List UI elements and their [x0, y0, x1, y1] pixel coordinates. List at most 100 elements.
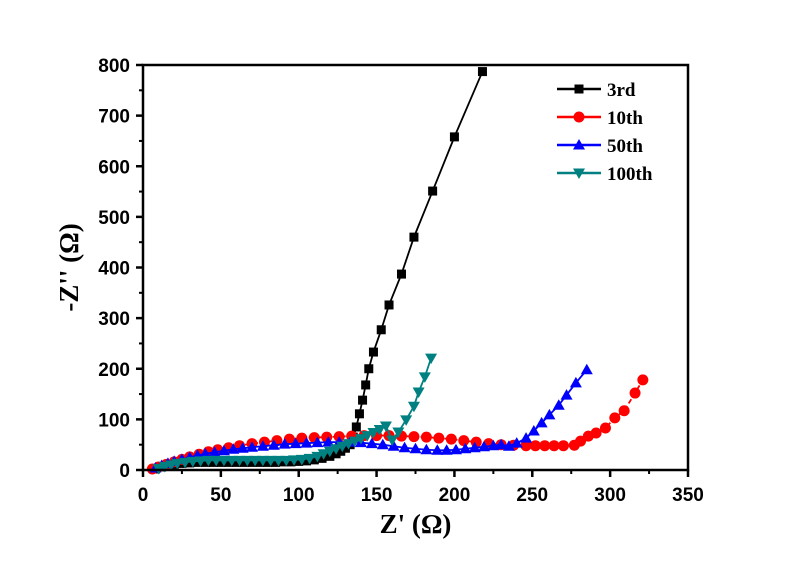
y-tick-label: 0 [119, 461, 130, 482]
data-point [280, 455, 293, 467]
data-point [224, 457, 234, 467]
legend-item: 10th [557, 108, 643, 129]
data-point [233, 455, 246, 467]
data-point [200, 457, 210, 467]
data-point [502, 440, 515, 451]
data-point [386, 435, 399, 447]
legend-label: 3rd [607, 80, 636, 101]
data-point [351, 422, 361, 432]
x-tick-label: 300 [594, 485, 626, 506]
data-point [270, 457, 280, 467]
legend-item: 50th [557, 136, 643, 157]
series-3rd [150, 67, 487, 474]
legend: 3rd 10th 50th 100th [557, 80, 653, 185]
data-point [225, 455, 238, 467]
data-point [529, 440, 541, 452]
legend-marker [573, 111, 585, 123]
data-point [186, 456, 199, 468]
legend-item: 3rd [557, 80, 636, 101]
data-point [256, 440, 269, 451]
data-point [364, 364, 374, 374]
y-tick-label: 500 [98, 208, 130, 229]
data-point [241, 455, 254, 467]
data-point [637, 374, 649, 386]
data-point [286, 457, 296, 467]
data-point [267, 439, 280, 450]
data-point [255, 457, 265, 467]
data-point [202, 455, 215, 467]
y-tick-label: 300 [98, 309, 130, 330]
data-point [300, 437, 313, 448]
data-point [323, 446, 336, 458]
data-point [575, 435, 587, 447]
data-point [459, 442, 472, 454]
data-point [428, 186, 438, 196]
data-point [520, 432, 533, 443]
data-point [384, 300, 394, 310]
data-point [236, 442, 249, 453]
data-point [246, 441, 258, 452]
data-point [478, 440, 491, 452]
data-point [361, 431, 374, 442]
y-tick-label: 100 [98, 410, 130, 431]
series-layer [146, 67, 649, 475]
data-point [278, 438, 291, 449]
data-point [278, 457, 288, 467]
data-point [396, 269, 406, 279]
data-point [256, 455, 269, 467]
data-point [217, 455, 230, 467]
data-point [193, 457, 202, 467]
y-tick-label: 200 [98, 360, 130, 381]
y-axis-title: -Z'' (Ω) [54, 223, 84, 311]
data-point [468, 441, 481, 453]
data-point [445, 433, 457, 445]
data-point [420, 431, 432, 443]
data-point [407, 401, 420, 413]
data-point [560, 389, 573, 400]
data-point [171, 458, 184, 470]
data-point [185, 458, 195, 468]
data-point [311, 436, 324, 448]
data-point [194, 456, 207, 467]
data-point [208, 446, 221, 457]
data-point [527, 425, 540, 436]
y-tick-label: 400 [98, 259, 130, 280]
data-point [495, 438, 508, 450]
data-point [412, 387, 425, 399]
data-point [317, 453, 327, 463]
data-point [355, 434, 367, 445]
legend-marker [574, 84, 584, 94]
data-point [449, 132, 459, 142]
x-axis-title: Z' (Ω) [380, 509, 452, 539]
data-point [336, 446, 346, 456]
data-point [449, 443, 462, 455]
data-point [330, 444, 343, 455]
data-point [379, 421, 392, 432]
data-point [409, 442, 422, 454]
y-tick-label: 800 [98, 56, 130, 77]
data-point [247, 457, 257, 467]
data-point [302, 456, 311, 466]
data-point [303, 453, 316, 465]
data-point [535, 416, 548, 428]
data-point [336, 441, 349, 453]
x-tick-label: 150 [361, 485, 393, 506]
legend-marker [573, 139, 585, 150]
data-point [263, 457, 273, 467]
y-tick-label: 600 [98, 157, 130, 178]
data-point [569, 376, 582, 388]
series-line [155, 71, 484, 470]
x-tick-label: 250 [516, 485, 548, 506]
data-point [433, 432, 445, 444]
data-point [179, 457, 192, 469]
data-point [599, 422, 611, 434]
data-point [376, 438, 389, 450]
series-100th [152, 353, 438, 475]
data-point [294, 456, 304, 466]
data-point [431, 444, 444, 455]
series-line [152, 379, 644, 470]
data-point [358, 395, 368, 405]
series-line [158, 357, 432, 470]
data-point [539, 440, 551, 452]
data-point [398, 441, 411, 453]
